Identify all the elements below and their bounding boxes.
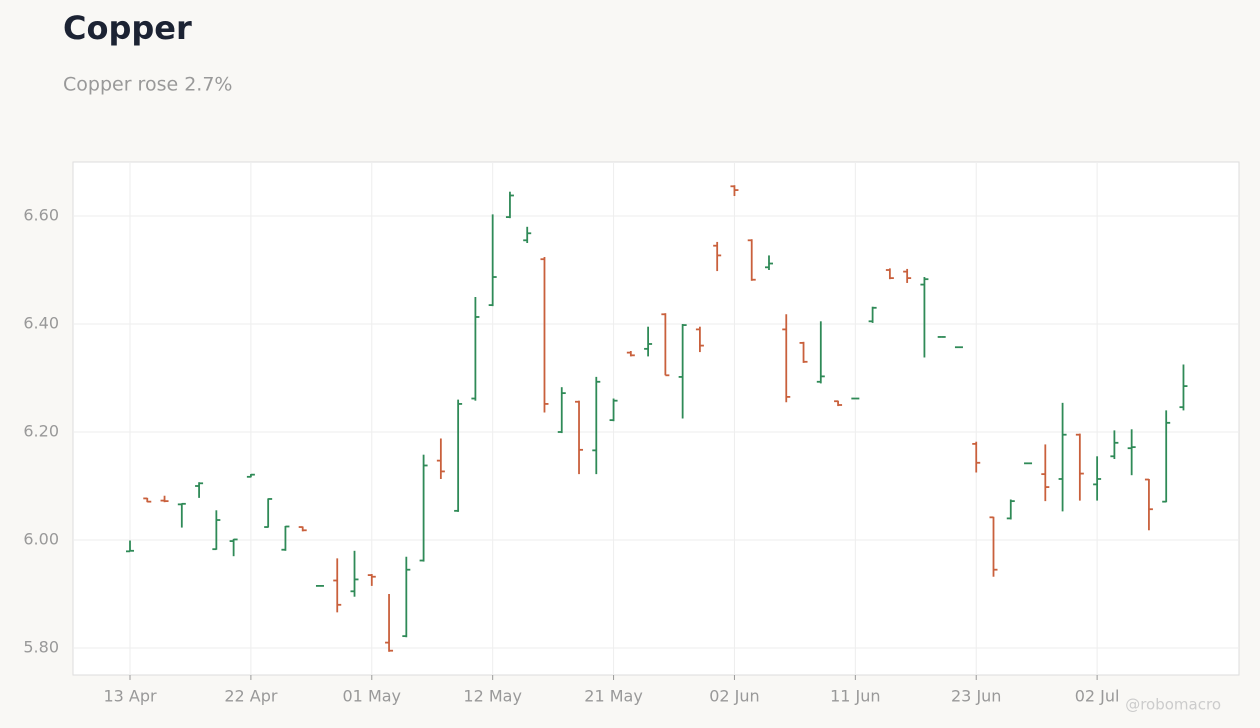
x-tick-label: 01 May — [343, 687, 402, 706]
x-tick-label: 13 Apr — [103, 687, 157, 706]
y-tick-label: 6.60 — [23, 206, 59, 225]
y-tick-label: 5.80 — [23, 638, 59, 657]
y-tick-label: 6.20 — [23, 422, 59, 441]
x-tick-label: 02 Jul — [1075, 687, 1120, 706]
y-tick-label: 6.40 — [23, 314, 59, 333]
chart-title: Copper — [63, 9, 192, 47]
x-tick-label: 21 May — [584, 687, 643, 706]
x-tick-label: 12 May — [463, 687, 522, 706]
x-tick-label: 11 Jun — [830, 687, 880, 706]
x-tick-label: 22 Apr — [224, 687, 278, 706]
watermark: @robomacro — [1125, 696, 1221, 714]
x-tick-label: 02 Jun — [709, 687, 759, 706]
x-tick-label: 23 Jun — [951, 687, 1001, 706]
y-tick-label: 6.00 — [23, 530, 59, 549]
plot-area — [72, 161, 1240, 676]
chart-subtitle: Copper rose 2.7% — [63, 74, 232, 96]
